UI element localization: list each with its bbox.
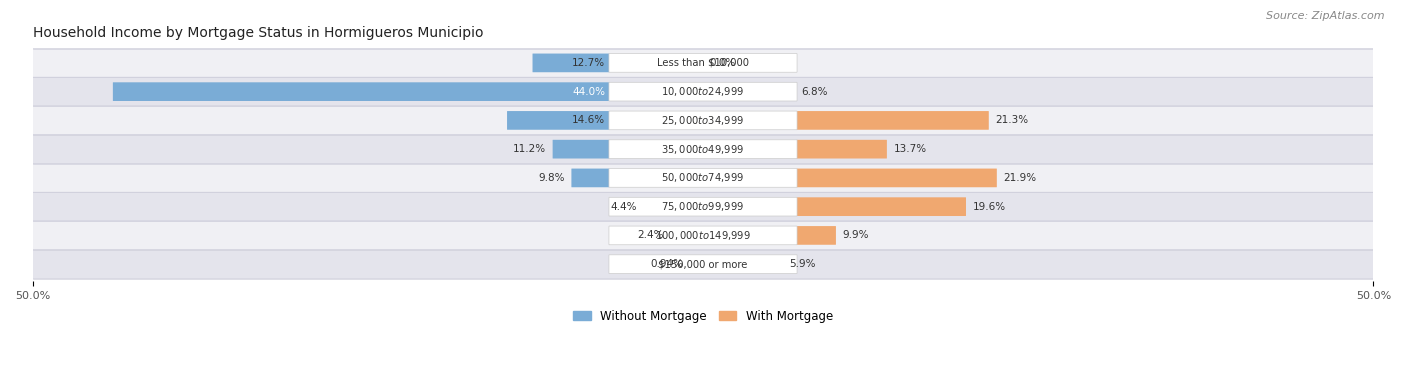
Text: 0.0%: 0.0% (710, 58, 735, 68)
Text: $75,000 to $99,999: $75,000 to $99,999 (661, 200, 745, 213)
FancyBboxPatch shape (797, 226, 837, 245)
Text: 2.4%: 2.4% (637, 230, 664, 241)
FancyBboxPatch shape (32, 250, 1374, 279)
Text: 13.7%: 13.7% (893, 144, 927, 154)
FancyBboxPatch shape (797, 111, 988, 130)
Text: $25,000 to $34,999: $25,000 to $34,999 (661, 114, 745, 127)
Text: $50,000 to $74,999: $50,000 to $74,999 (661, 172, 745, 184)
Text: 14.6%: 14.6% (572, 115, 605, 126)
FancyBboxPatch shape (32, 77, 1374, 106)
Text: $100,000 to $149,999: $100,000 to $149,999 (655, 229, 751, 242)
Text: $10,000 to $24,999: $10,000 to $24,999 (661, 85, 745, 98)
Text: 11.2%: 11.2% (513, 144, 546, 154)
FancyBboxPatch shape (508, 111, 609, 130)
Text: 6.8%: 6.8% (801, 87, 827, 97)
Legend: Without Mortgage, With Mortgage: Without Mortgage, With Mortgage (568, 305, 838, 327)
FancyBboxPatch shape (609, 255, 797, 273)
FancyBboxPatch shape (797, 140, 887, 158)
Text: 21.9%: 21.9% (1004, 173, 1036, 183)
Text: $35,000 to $49,999: $35,000 to $49,999 (661, 143, 745, 156)
Text: 0.94%: 0.94% (651, 259, 683, 269)
FancyBboxPatch shape (609, 54, 797, 72)
Text: 21.3%: 21.3% (995, 115, 1028, 126)
Text: 9.8%: 9.8% (538, 173, 565, 183)
FancyBboxPatch shape (32, 221, 1374, 250)
Text: $150,000 or more: $150,000 or more (658, 259, 748, 269)
FancyBboxPatch shape (533, 54, 609, 72)
FancyBboxPatch shape (32, 192, 1374, 221)
FancyBboxPatch shape (609, 140, 797, 158)
FancyBboxPatch shape (553, 140, 609, 158)
Text: 9.9%: 9.9% (842, 230, 869, 241)
Text: 44.0%: 44.0% (572, 87, 605, 97)
FancyBboxPatch shape (609, 169, 797, 187)
Text: Source: ZipAtlas.com: Source: ZipAtlas.com (1267, 11, 1385, 21)
FancyBboxPatch shape (32, 49, 1374, 77)
FancyBboxPatch shape (797, 197, 966, 216)
Text: Less than $10,000: Less than $10,000 (657, 58, 749, 68)
Text: Household Income by Mortgage Status in Hormigueros Municipio: Household Income by Mortgage Status in H… (32, 26, 484, 40)
FancyBboxPatch shape (797, 169, 997, 187)
FancyBboxPatch shape (609, 197, 797, 216)
Text: 4.4%: 4.4% (610, 202, 637, 211)
FancyBboxPatch shape (32, 164, 1374, 192)
FancyBboxPatch shape (609, 226, 797, 245)
FancyBboxPatch shape (609, 82, 797, 101)
FancyBboxPatch shape (32, 106, 1374, 135)
FancyBboxPatch shape (32, 135, 1374, 164)
Text: 5.9%: 5.9% (789, 259, 815, 269)
FancyBboxPatch shape (609, 111, 797, 130)
FancyBboxPatch shape (571, 169, 609, 187)
FancyBboxPatch shape (112, 82, 609, 101)
Text: 19.6%: 19.6% (973, 202, 1005, 211)
Text: 12.7%: 12.7% (572, 58, 605, 68)
